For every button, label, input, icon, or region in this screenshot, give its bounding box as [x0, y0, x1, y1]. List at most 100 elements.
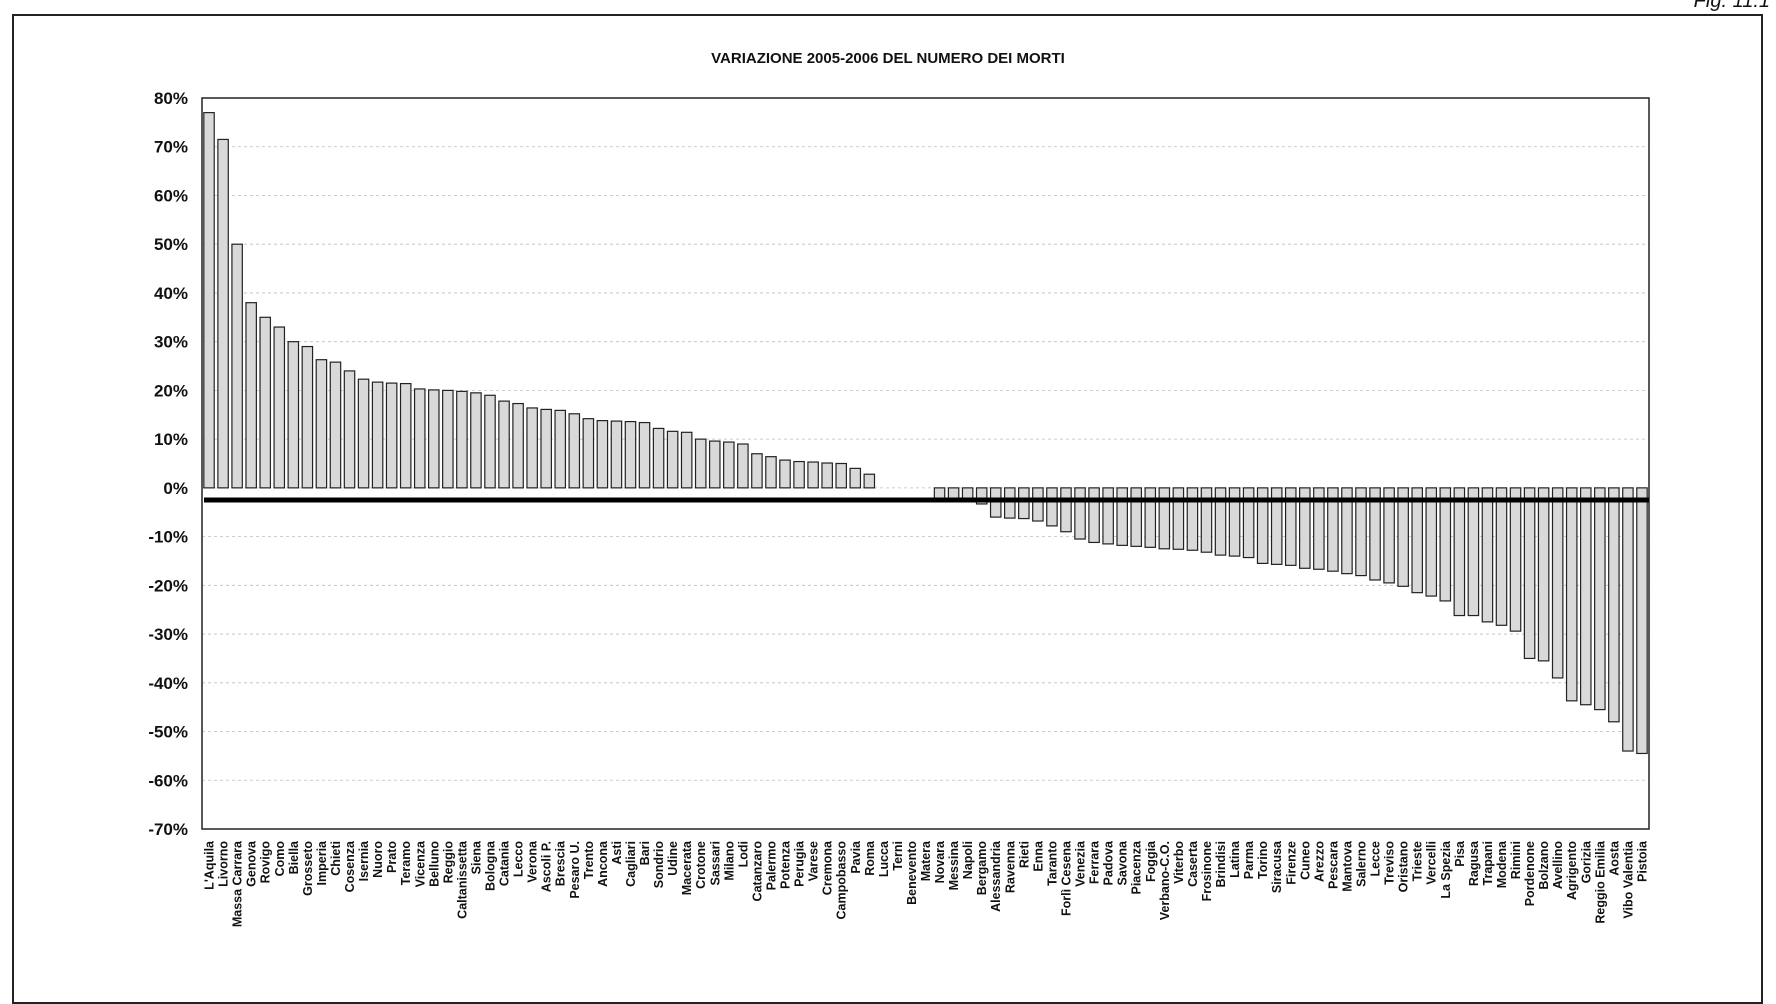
- y-tick-label: 50%: [154, 235, 188, 254]
- bar: [821, 462, 833, 489]
- x-tick-label: Siena: [469, 840, 483, 874]
- x-tick-label: Lecco: [512, 841, 526, 877]
- figure-label: Fig. 11.1: [1693, 0, 1770, 12]
- x-tick-label: Ferrara: [1088, 840, 1102, 884]
- bar: [1242, 487, 1255, 559]
- bar: [1594, 487, 1606, 711]
- bar: [329, 361, 342, 489]
- bar: [680, 431, 693, 489]
- bar: [1046, 487, 1058, 527]
- bar: [947, 487, 960, 500]
- x-tick-label: Ravenna: [1003, 840, 1017, 893]
- x-tick-label: Caltanissetta: [455, 840, 469, 919]
- x-tick-label: Catania: [498, 840, 512, 886]
- x-tick-label: Rimini: [1509, 841, 1523, 879]
- bar: [708, 440, 721, 489]
- bar: [1172, 487, 1185, 550]
- x-tick-label: Terni: [891, 841, 905, 871]
- x-tick-label: Treviso: [1383, 841, 1397, 885]
- bar: [1608, 487, 1620, 723]
- x-tick-label: Perugia: [793, 840, 807, 887]
- x-tick-label: Crotone: [694, 841, 708, 889]
- x-tick-label: Pescara: [1326, 840, 1340, 889]
- bar: [315, 359, 328, 489]
- y-tick-label: 0%: [163, 479, 188, 498]
- bar: [442, 389, 454, 489]
- bar: [385, 382, 398, 489]
- bar: [301, 345, 314, 489]
- x-tick-label: Cuneo: [1298, 841, 1312, 880]
- x-tick-label: Ancona: [596, 840, 610, 887]
- bar: [596, 420, 609, 489]
- x-tick-label: Livorno: [217, 841, 231, 887]
- bar: [849, 467, 862, 489]
- x-tick-label: Bergamo: [975, 841, 989, 896]
- x-tick-label: Matera: [919, 840, 933, 881]
- bar: [1565, 487, 1578, 702]
- x-axis-ticks: L'Aquila Livorno Massa Carrara Genova Rovigo…: [203, 840, 1650, 927]
- x-tick-label: Frosinone: [1200, 841, 1214, 901]
- x-tick-label: Palermo: [764, 841, 778, 891]
- y-tick-label: -40%: [148, 674, 188, 693]
- y-tick-label: 40%: [154, 284, 188, 303]
- bar: [203, 112, 215, 489]
- bar: [399, 382, 412, 489]
- x-tick-label: Teramo: [399, 841, 413, 886]
- bar: [1228, 487, 1241, 557]
- bar: [1256, 487, 1269, 565]
- bar-layer: [203, 112, 1648, 755]
- bar: [498, 400, 510, 489]
- x-tick-label: Cosenza: [343, 840, 357, 892]
- x-tick-label: Pisa: [1453, 840, 1467, 867]
- bar: [470, 392, 482, 489]
- x-tick-label: Prato: [385, 841, 399, 873]
- x-tick-label: Novara: [933, 840, 947, 883]
- bar: [217, 138, 229, 489]
- bar: [933, 487, 946, 500]
- bar: [526, 407, 538, 489]
- bar: [1200, 487, 1213, 553]
- x-tick-label: Salerno: [1355, 841, 1369, 887]
- bar: [1214, 487, 1227, 556]
- x-tick-label: Taranto: [1045, 841, 1059, 886]
- bar: [428, 389, 440, 489]
- y-tick-label: -20%: [148, 576, 188, 595]
- bar: [357, 378, 370, 489]
- x-tick-label: Reggio Emilia: [1593, 840, 1607, 924]
- bar: [1551, 487, 1564, 679]
- x-tick-label: Chieti: [329, 841, 343, 876]
- x-tick-label: Vibo Valentia: [1621, 840, 1635, 919]
- x-tick-label: Agrigento: [1565, 841, 1579, 900]
- x-tick-label: Cremona: [821, 840, 835, 895]
- bar: [751, 453, 763, 489]
- bar: [456, 390, 468, 489]
- bar: [1579, 487, 1592, 706]
- bar: [610, 420, 623, 489]
- x-tick-label: Mantova: [1340, 840, 1354, 892]
- x-tick-label: Messina: [947, 840, 961, 890]
- x-tick-label: La Spezia: [1439, 840, 1453, 899]
- bar: [1383, 487, 1395, 584]
- bar: [371, 381, 384, 489]
- bar: [666, 430, 679, 489]
- y-axis-ticks: 80% 70% 60% 50% 40% 30% 20% 10% 0% -10% -20% -30% -4…: [148, 89, 188, 839]
- x-tick-label: Pesaro U.: [568, 841, 582, 899]
- x-tick-label: Como: [273, 841, 287, 877]
- bar: [413, 388, 426, 489]
- bar: [1060, 487, 1072, 533]
- x-tick-label: Torino: [1256, 841, 1270, 879]
- bar: [1327, 487, 1339, 572]
- x-tick-label: Arezzo: [1312, 841, 1326, 882]
- x-tick-label: Varese: [807, 841, 821, 881]
- bar: [1074, 487, 1086, 540]
- bar: [961, 487, 974, 500]
- x-tick-label: Enna: [1031, 840, 1045, 872]
- x-tick-label: Lucca: [877, 840, 891, 877]
- bar: [1369, 487, 1381, 581]
- x-tick-label: Sondrio: [652, 841, 666, 889]
- bar: [1467, 487, 1480, 617]
- bar: [1003, 487, 1016, 519]
- bar: [1439, 487, 1452, 602]
- y-tick-label: 10%: [154, 430, 188, 449]
